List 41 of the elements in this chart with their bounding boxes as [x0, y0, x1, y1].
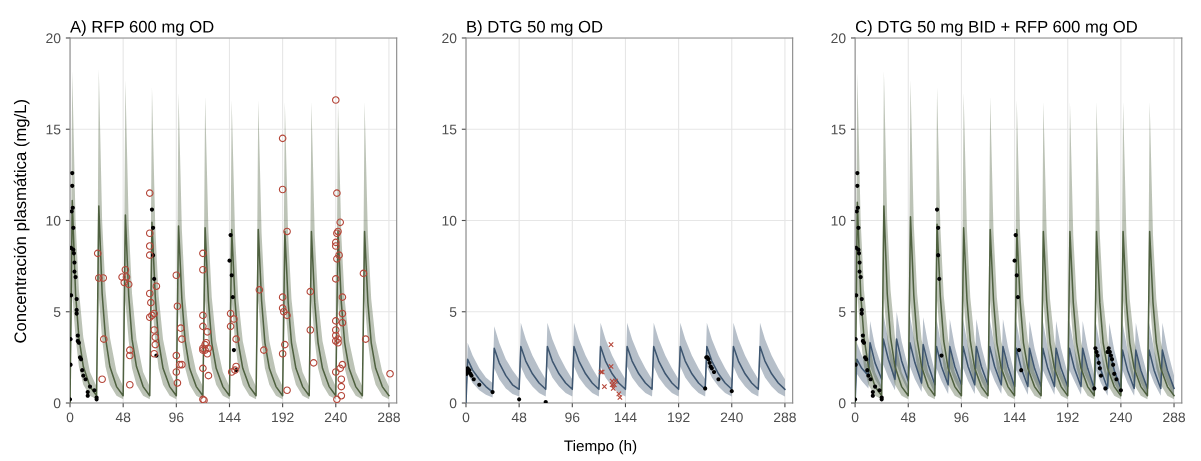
y-tick-label: 0 [449, 398, 457, 409]
y-tick-label: 15 [831, 124, 846, 135]
y-tick-label: 20 [442, 33, 457, 44]
x-tick-label: 144 [1004, 412, 1026, 423]
y-tick-label: 15 [442, 124, 457, 135]
x-tick-label: 192 [1057, 412, 1079, 423]
y-tick-label: 5 [838, 307, 846, 317]
x-tick-label: 0 [851, 412, 859, 423]
y-tick-label: 10 [46, 215, 61, 226]
y-tick-label: 5 [53, 307, 61, 317]
x-tick-label: 240 [720, 412, 743, 423]
x-tick-label: 288 [774, 412, 796, 423]
y-tick-label: 0 [53, 398, 61, 409]
x-tick-label: 240 [324, 412, 347, 423]
x-tick-label: 96 [169, 412, 184, 423]
x-tick-label: 144 [218, 412, 241, 423]
x-tick-label: 96 [954, 412, 969, 423]
y-tick-label: 5 [449, 307, 457, 317]
y-tick-label: 0 [838, 398, 846, 409]
chart-title: A) RFP 600 mg OD [70, 20, 214, 36]
y-tick-label: 10 [442, 215, 457, 226]
x-tick-label: 0 [462, 412, 470, 423]
y-tick-label: 20 [831, 33, 846, 44]
x-tick-label: 48 [115, 412, 131, 423]
x-axis-title: Tiempo (h) [564, 440, 637, 455]
x-tick-label: 0 [66, 412, 74, 423]
x-tick-label: 192 [272, 412, 294, 423]
x-tick-label: 96 [565, 412, 580, 423]
x-tick-label: 288 [378, 412, 400, 423]
x-tick-label: 144 [614, 412, 637, 423]
x-tick-label: 48 [511, 412, 527, 423]
y-tick-label: 20 [46, 33, 61, 44]
x-tick-label: 240 [1109, 412, 1132, 423]
x-tick-label: 288 [1163, 412, 1186, 423]
chart-title: B) DTG 50 mg OD [467, 20, 603, 36]
x-tick-label: 192 [668, 412, 690, 423]
y-tick-label: 10 [831, 215, 846, 226]
y-axis-title: Concentración plasmática (mg/L) [13, 100, 30, 343]
chart-title: C) DTG 50 mg BID + RFP 600 mg OD [855, 20, 1137, 36]
x-tick-label: 48 [900, 412, 916, 423]
y-tick-label: 15 [46, 124, 61, 135]
